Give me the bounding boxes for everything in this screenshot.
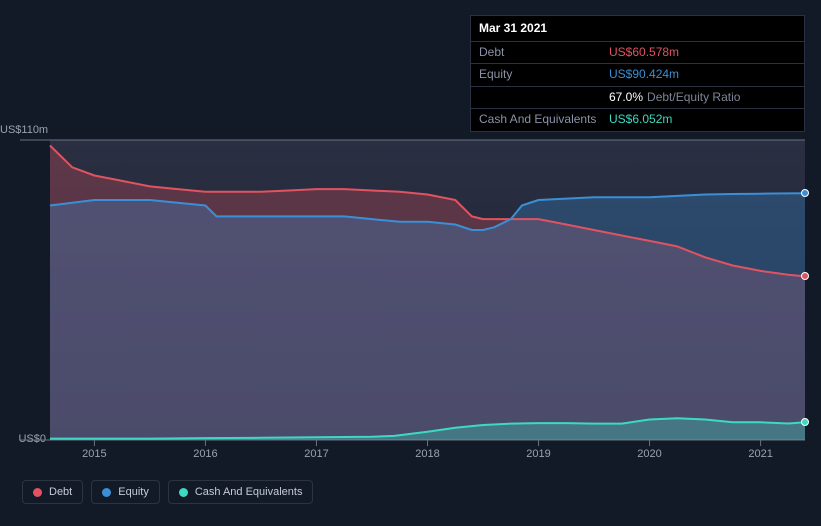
legend-item-equity[interactable]: Equity [91, 480, 160, 504]
tooltip-row-value: US$90.424m [609, 67, 679, 83]
tooltip-row: Equity US$90.424m [471, 63, 804, 86]
tooltip-row-label: Debt [479, 45, 599, 61]
x-axis-label: 2019 [526, 448, 550, 460]
x-axis-label: 2017 [304, 448, 328, 460]
legend-swatch [102, 488, 111, 497]
tooltip-row-label: Cash And Equivalents [479, 112, 599, 128]
series-marker-debt [801, 272, 809, 280]
chart-legend: Debt Equity Cash And Equivalents [22, 480, 313, 504]
legend-swatch [33, 488, 42, 497]
tooltip-row-value: 67.0%Debt/Equity Ratio [609, 90, 740, 106]
tooltip-row-value: US$6.052m [609, 112, 672, 128]
series-area-equity [50, 193, 805, 440]
x-axis-label: 2016 [193, 448, 217, 460]
legend-label: Debt [49, 486, 72, 498]
tooltip-row-label: Equity [479, 67, 599, 83]
x-axis-label: 2015 [82, 448, 106, 460]
tooltip-row-value: US$60.578m [609, 45, 679, 61]
legend-label: Equity [118, 486, 149, 498]
x-axis-label: 2018 [415, 448, 439, 460]
tooltip-date: Mar 31 2021 [471, 16, 804, 41]
legend-label: Cash And Equivalents [195, 486, 303, 498]
x-axis-label: 2021 [748, 448, 772, 460]
x-axis-label: 2020 [637, 448, 661, 460]
tooltip-row: Cash And Equivalents US$6.052m [471, 108, 804, 131]
legend-item-cash-and-equivalents[interactable]: Cash And Equivalents [168, 480, 314, 504]
tooltip-row: 67.0%Debt/Equity Ratio [471, 86, 804, 109]
legend-item-debt[interactable]: Debt [22, 480, 83, 504]
legend-swatch [179, 488, 188, 497]
hover-tooltip: Mar 31 2021 Debt US$60.578m Equity US$90.42… [470, 15, 805, 132]
tooltip-row: Debt US$60.578m [471, 41, 804, 64]
series-marker-equity [801, 189, 809, 197]
series-marker-cash [801, 418, 809, 426]
tooltip-row-suffix: Debt/Equity Ratio [647, 90, 740, 104]
tooltip-row-label [479, 90, 599, 106]
